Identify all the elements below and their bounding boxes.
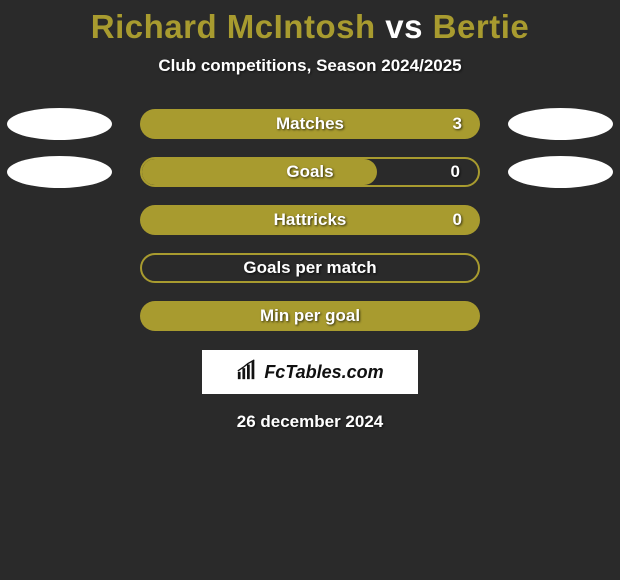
stat-row: Goals per match (0, 252, 620, 284)
stat-value: 3 (453, 114, 462, 134)
right-oval (508, 108, 613, 140)
stat-value: 0 (451, 162, 460, 182)
stat-label: Hattricks (274, 210, 347, 230)
right-spacer (508, 204, 613, 236)
stat-bar: Hattricks 0 (140, 205, 480, 235)
right-oval (508, 156, 613, 188)
stat-label: Goals (286, 162, 333, 182)
brand-box: FcTables.com (202, 350, 418, 394)
left-oval (7, 156, 112, 188)
stat-bar: Goals per match (140, 253, 480, 283)
title-part: vs (385, 8, 432, 45)
brand-text: FcTables.com (264, 362, 383, 383)
left-spacer (7, 300, 112, 332)
stat-label: Goals per match (243, 258, 376, 278)
right-spacer (508, 252, 613, 284)
stat-row: Min per goal (0, 300, 620, 332)
stat-row: Goals 0 (0, 156, 620, 188)
left-oval (7, 108, 112, 140)
bar-chart-icon (236, 359, 258, 386)
stat-label: Matches (276, 114, 344, 134)
subtitle: Club competitions, Season 2024/2025 (0, 56, 620, 76)
title-part: Bertie (433, 8, 530, 45)
right-spacer (508, 300, 613, 332)
left-spacer (7, 204, 112, 236)
title-part: Richard McIntosh (91, 8, 386, 45)
comparison-widget: Richard McIntosh vs Bertie Club competit… (0, 0, 620, 432)
stat-row: Matches 3 (0, 108, 620, 140)
left-spacer (7, 252, 112, 284)
page-title: Richard McIntosh vs Bertie (0, 8, 620, 46)
stat-bar-fill (142, 159, 377, 185)
stat-label: Min per goal (260, 306, 360, 326)
stat-bar: Min per goal (140, 301, 480, 331)
stat-value: 0 (453, 210, 462, 230)
stat-bar: Matches 3 (140, 109, 480, 139)
stat-bar: Goals 0 (140, 157, 480, 187)
stat-row: Hattricks 0 (0, 204, 620, 236)
date-label: 26 december 2024 (0, 412, 620, 432)
stat-rows: Matches 3 Goals 0 Hattricks 0 Goals per match M… (0, 108, 620, 332)
